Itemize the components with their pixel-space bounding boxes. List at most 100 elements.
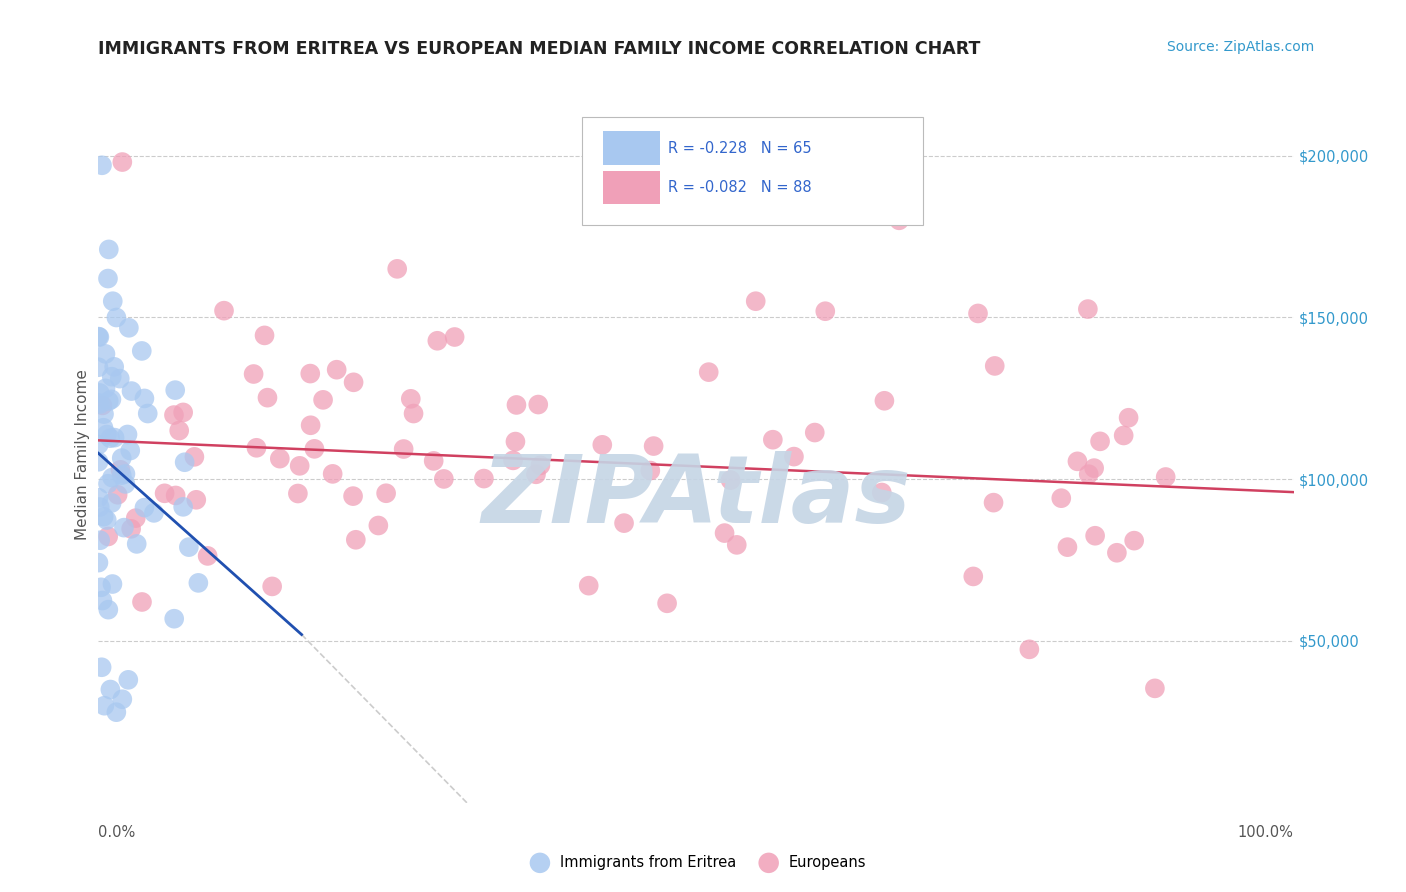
Point	[245, 441, 267, 455]
Point	[89, 386, 111, 401]
Point	[97, 394, 120, 409]
Point	[104, 431, 127, 445]
Point	[114, 477, 136, 491]
Point	[93, 420, 115, 434]
Point	[697, 365, 720, 379]
Point	[304, 442, 326, 456]
Point	[1050, 491, 1073, 506]
Point	[967, 306, 990, 320]
Point	[163, 612, 186, 626]
Legend: Immigrants from Eritrea, Europeans: Immigrants from Eritrea, Europeans	[519, 849, 873, 876]
Point	[94, 381, 117, 395]
Point	[578, 579, 600, 593]
Point	[172, 500, 194, 514]
Point	[97, 602, 120, 616]
Point	[342, 489, 364, 503]
Point	[527, 398, 550, 412]
Point	[502, 453, 524, 467]
Point	[153, 486, 176, 500]
Point	[402, 407, 425, 421]
Point	[177, 540, 200, 554]
Point	[870, 485, 893, 500]
Point	[163, 408, 186, 422]
Point	[134, 392, 156, 406]
FancyBboxPatch shape	[603, 171, 661, 204]
Point	[167, 424, 190, 438]
Point	[89, 533, 111, 548]
Point	[287, 486, 309, 500]
Point	[172, 405, 194, 419]
Point	[269, 451, 291, 466]
Point	[111, 155, 134, 169]
Point	[524, 467, 547, 482]
Point	[94, 347, 117, 361]
Point	[97, 476, 120, 491]
Text: 100.0%: 100.0%	[1237, 825, 1294, 839]
FancyBboxPatch shape	[603, 131, 661, 165]
Point	[399, 392, 422, 406]
Point	[165, 383, 187, 397]
Text: IMMIGRANTS FROM ERITREA VS EUROPEAN MEDIAN FAMILY INCOME CORRELATION CHART: IMMIGRANTS FROM ERITREA VS EUROPEAN MEDI…	[98, 40, 981, 58]
Point	[1154, 470, 1177, 484]
Point	[173, 455, 195, 469]
Point	[107, 488, 129, 502]
Point	[1123, 533, 1146, 548]
Point	[98, 431, 121, 445]
Text: Source: ZipAtlas.com: Source: ZipAtlas.com	[1167, 40, 1315, 54]
Point	[433, 472, 456, 486]
Point	[125, 511, 148, 525]
Point	[125, 537, 148, 551]
Point	[101, 294, 124, 309]
Point	[103, 359, 125, 374]
Text: R = -0.082   N = 88: R = -0.082 N = 88	[668, 180, 813, 195]
Point	[100, 496, 122, 510]
Point	[1056, 540, 1078, 554]
Point	[325, 362, 347, 376]
Point	[111, 451, 134, 466]
Point	[100, 369, 122, 384]
Point	[136, 407, 159, 421]
Point	[1077, 301, 1099, 316]
Point	[713, 526, 735, 541]
Point	[984, 359, 1007, 373]
Point	[643, 439, 665, 453]
Point	[745, 294, 768, 309]
Point	[505, 434, 527, 449]
Point	[89, 397, 111, 411]
Point	[105, 310, 128, 325]
Point	[120, 443, 142, 458]
Point	[186, 492, 208, 507]
Point	[108, 371, 131, 385]
Point	[91, 593, 114, 607]
FancyBboxPatch shape	[582, 118, 922, 226]
Point	[529, 458, 551, 473]
Point	[344, 533, 367, 547]
Point	[87, 556, 110, 570]
Point	[87, 437, 110, 451]
Point	[118, 320, 141, 334]
Point	[96, 513, 118, 527]
Point	[1088, 434, 1111, 449]
Point	[1118, 410, 1140, 425]
Point	[131, 343, 153, 358]
Point	[120, 522, 142, 536]
Point	[97, 271, 120, 285]
Text: ZIPAtlas: ZIPAtlas	[481, 450, 911, 542]
Point	[212, 303, 235, 318]
Point	[299, 367, 322, 381]
Point	[142, 506, 165, 520]
Point	[762, 433, 785, 447]
Point	[111, 468, 134, 483]
Point	[87, 396, 110, 410]
Point	[443, 330, 465, 344]
Point	[101, 577, 124, 591]
Point	[1105, 546, 1128, 560]
Point	[87, 491, 110, 505]
Point	[183, 450, 205, 464]
Point	[725, 538, 748, 552]
Point	[89, 500, 111, 514]
Point	[110, 463, 132, 477]
Point	[873, 393, 896, 408]
Point	[1066, 454, 1088, 468]
Point	[342, 376, 364, 390]
